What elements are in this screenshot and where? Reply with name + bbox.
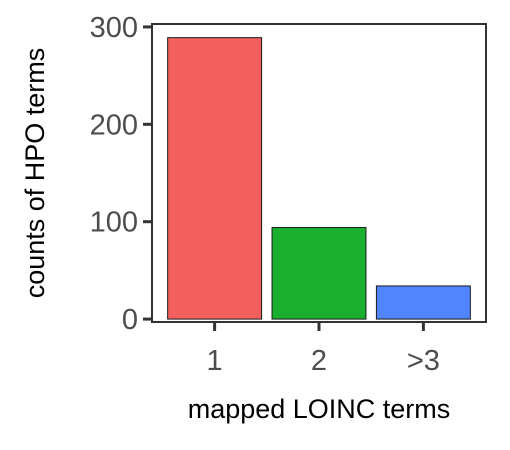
y-tick-label: 200 (90, 109, 138, 141)
bar-gt3 (375, 285, 471, 320)
y-axis-title: counts of HPO terms (20, 48, 50, 299)
x-tick-label: 2 (311, 345, 327, 377)
y-tick-label: 0 (122, 304, 138, 336)
x-tick-label: 1 (207, 345, 223, 377)
bar-2 (271, 227, 367, 320)
y-tick-label: 300 (90, 12, 138, 44)
x-tick-label: >3 (407, 345, 440, 377)
x-axis-title: mapped LOINC terms (188, 394, 451, 424)
bars-layer (167, 37, 471, 320)
bar-1 (167, 37, 263, 320)
axis-layer: 0 100 200 300 1 2 >3 (90, 12, 440, 377)
y-tick-label: 100 (90, 207, 138, 239)
